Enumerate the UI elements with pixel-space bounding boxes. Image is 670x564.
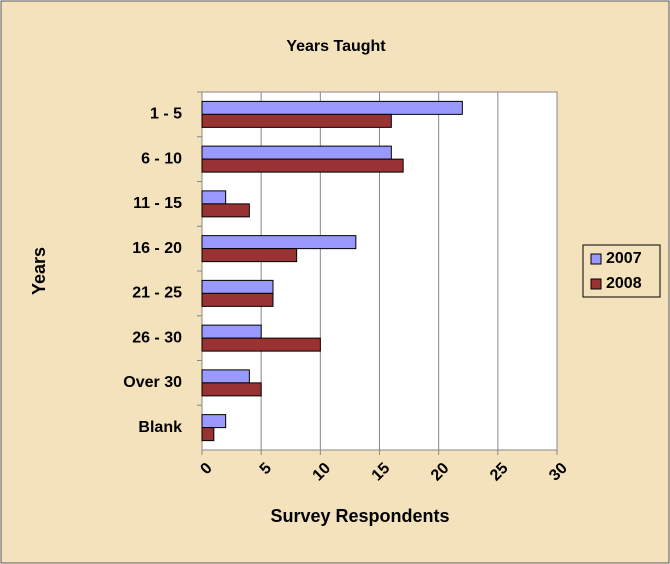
bar (201, 190, 227, 205)
y-tick-label: 26 - 30 (132, 329, 182, 346)
bar (201, 337, 321, 352)
bar (201, 158, 404, 173)
legend-swatch (590, 278, 602, 290)
bar (201, 235, 357, 250)
bar (201, 369, 250, 384)
bar (201, 382, 262, 397)
bar (201, 248, 298, 263)
y-tick-label: Over 30 (123, 374, 182, 391)
bar (201, 279, 274, 294)
bar (201, 100, 463, 115)
y-axis-label: Years (29, 247, 49, 295)
bar (201, 113, 392, 128)
y-tick-label: 11 - 15 (133, 195, 182, 212)
bar (201, 203, 250, 218)
y-tick-label: 16 - 20 (132, 240, 182, 257)
legend-label: 2007 (606, 250, 642, 267)
y-tick-label: Blank (138, 419, 182, 436)
y-tick-label: 6 - 10 (141, 150, 182, 167)
legend-swatch (590, 253, 602, 265)
bar (201, 145, 392, 160)
chart-title: Years Taught (286, 38, 386, 55)
bar (201, 414, 227, 429)
bar (201, 292, 274, 307)
legend-label: 2008 (606, 275, 642, 292)
y-tick-label: 1 - 5 (150, 106, 182, 123)
bar (201, 427, 215, 442)
bar (201, 324, 262, 339)
y-tick-label: 21 - 25 (132, 285, 182, 302)
x-axis-label: Survey Respondents (270, 506, 449, 526)
